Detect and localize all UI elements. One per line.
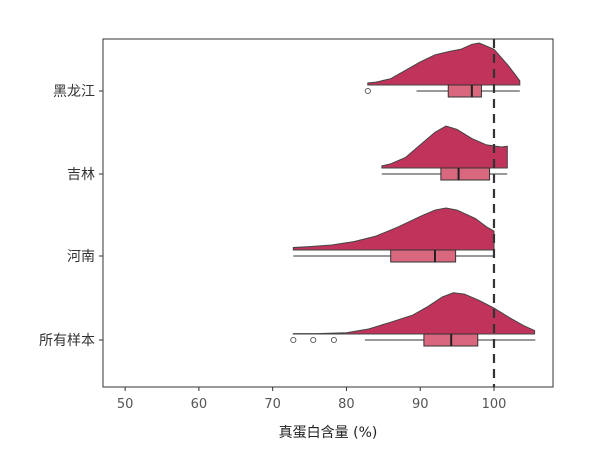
x-tick-label-0: 50 — [117, 397, 134, 412]
x-tick-label-5: 100 — [482, 397, 507, 412]
density-cloud-3 — [292, 292, 536, 335]
x-tick-label-3: 80 — [338, 397, 355, 412]
y-tick-label-2: 河南 — [67, 249, 95, 265]
y-tick-label-3: 所有样本 — [39, 333, 95, 349]
plot-frame — [102, 38, 554, 388]
density-cloud-2 — [292, 207, 495, 251]
outlier-point-3-0 — [290, 336, 297, 344]
density-cloud-0 — [367, 42, 521, 86]
x-tick-label-4: 90 — [412, 397, 429, 412]
outlier-point-0-0 — [364, 87, 371, 95]
box-iqr-1 — [440, 167, 491, 181]
outlier-point-3-2 — [330, 336, 337, 344]
density-cloud-1 — [381, 125, 508, 169]
x-axis-title: 真蛋白含量 (%) — [279, 425, 378, 441]
box-iqr-0 — [447, 84, 482, 98]
x-tick-label-2: 70 — [264, 397, 281, 412]
x-tick-label-1: 60 — [191, 397, 208, 412]
y-tick-label-0: 黑龙江 — [53, 84, 95, 100]
outlier-point-3-1 — [310, 336, 317, 344]
y-tick-label-1: 吉林 — [67, 167, 95, 183]
box-iqr-2 — [390, 249, 457, 263]
